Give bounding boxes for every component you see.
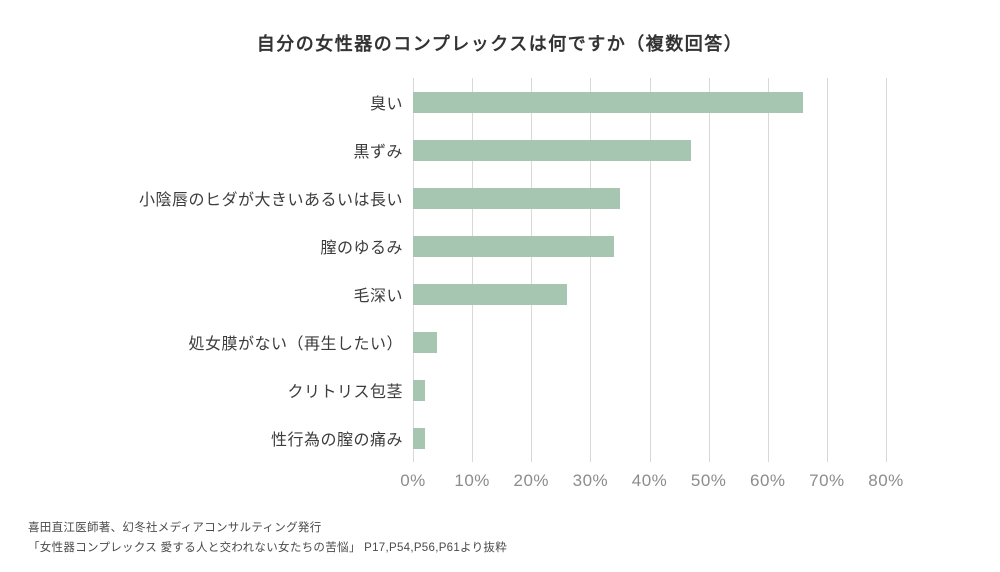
x-tick-label: 10% xyxy=(454,471,490,490)
bar-chart: 臭い黒ずみ小陰唇のヒダが大きいあるいは長い膣のゆるみ毛深い処女膜がない（再生した… xyxy=(28,78,903,498)
chart-row: クリトリス包茎 xyxy=(28,366,886,414)
bar xyxy=(413,283,567,305)
bar xyxy=(413,235,615,257)
x-tick-label: 60% xyxy=(749,471,786,490)
footer-line-1: 喜田直江医師著、幻冬社メディアコンサルティング発行 xyxy=(28,522,322,534)
gridlines xyxy=(413,78,887,462)
x-tick-label: 30% xyxy=(572,471,609,490)
x-axis-ticks: 0% 10% 20% 30% 40% 50% 60% 70% 80% xyxy=(400,462,903,498)
category-label: 小陰唇のヒダが大きいあるいは長い xyxy=(138,192,403,209)
gridline xyxy=(767,78,769,462)
chart-row: 膣のゆるみ xyxy=(28,222,886,270)
bar xyxy=(413,187,620,209)
page-title: 自分の女性器のコンプレックスは何ですか（複数回答） xyxy=(256,34,744,54)
category-label: 膣のゆるみ xyxy=(320,240,403,257)
bar-track xyxy=(413,283,886,305)
source-note: 喜田直江医師著、幻冬社メディアコンサルティング発行 「女性器コンプレックス 愛す… xyxy=(28,518,507,558)
gridline xyxy=(886,78,887,462)
x-tick-label: 20% xyxy=(513,471,550,490)
category-label: 毛深い xyxy=(353,288,403,305)
category-label: 処女膜がない（再生したい） xyxy=(188,336,403,353)
chart-row: 性行為の膣の痛み xyxy=(28,414,886,462)
bar-track xyxy=(413,379,886,401)
gridline xyxy=(472,78,474,462)
x-tick-label: 70% xyxy=(809,471,845,490)
gridline xyxy=(531,78,533,462)
x-tick-label: 80% xyxy=(868,471,904,490)
bar xyxy=(413,139,691,161)
x-tick-label: 40% xyxy=(631,471,668,490)
bar-track xyxy=(413,427,886,449)
category-label: 臭い xyxy=(369,96,403,113)
gridline xyxy=(649,78,651,462)
chart-row: 毛深い xyxy=(28,270,886,318)
chart-row: 小陰唇のヒダが大きいあるいは長い xyxy=(28,174,886,222)
gridline xyxy=(413,78,414,462)
chart-row: 臭い xyxy=(28,78,886,126)
category-label: 黒ずみ xyxy=(353,144,403,161)
bar xyxy=(413,91,804,113)
gridline xyxy=(826,78,828,462)
category-label: クリトリス包茎 xyxy=(287,384,403,401)
bar-track xyxy=(413,187,886,209)
bar-track xyxy=(413,91,886,113)
chart-row: 黒ずみ xyxy=(28,126,886,174)
bar-track xyxy=(413,235,886,257)
bar xyxy=(413,427,425,449)
bar xyxy=(413,331,437,353)
chart-plot-area: 臭い黒ずみ小陰唇のヒダが大きいあるいは長い膣のゆるみ毛深い処女膜がない（再生した… xyxy=(28,78,887,462)
bar-track xyxy=(413,139,886,161)
x-tick-label: 50% xyxy=(690,471,727,490)
footer-line-2: 「女性器コンプレックス 愛する人と交われない女たちの苦悩」 P17,P54,P5… xyxy=(28,542,508,554)
category-label: 性行為の膣の痛み xyxy=(270,432,403,449)
x-tick-label: 0% xyxy=(400,471,426,490)
bar xyxy=(413,379,425,401)
bar-track xyxy=(413,331,886,353)
gridline xyxy=(708,78,710,462)
chart-row: 処女膜がない（再生したい） xyxy=(28,318,886,366)
gridline xyxy=(590,78,592,462)
chart-rows: 臭い黒ずみ小陰唇のヒダが大きいあるいは長い膣のゆるみ毛深い処女膜がない（再生した… xyxy=(28,78,886,462)
